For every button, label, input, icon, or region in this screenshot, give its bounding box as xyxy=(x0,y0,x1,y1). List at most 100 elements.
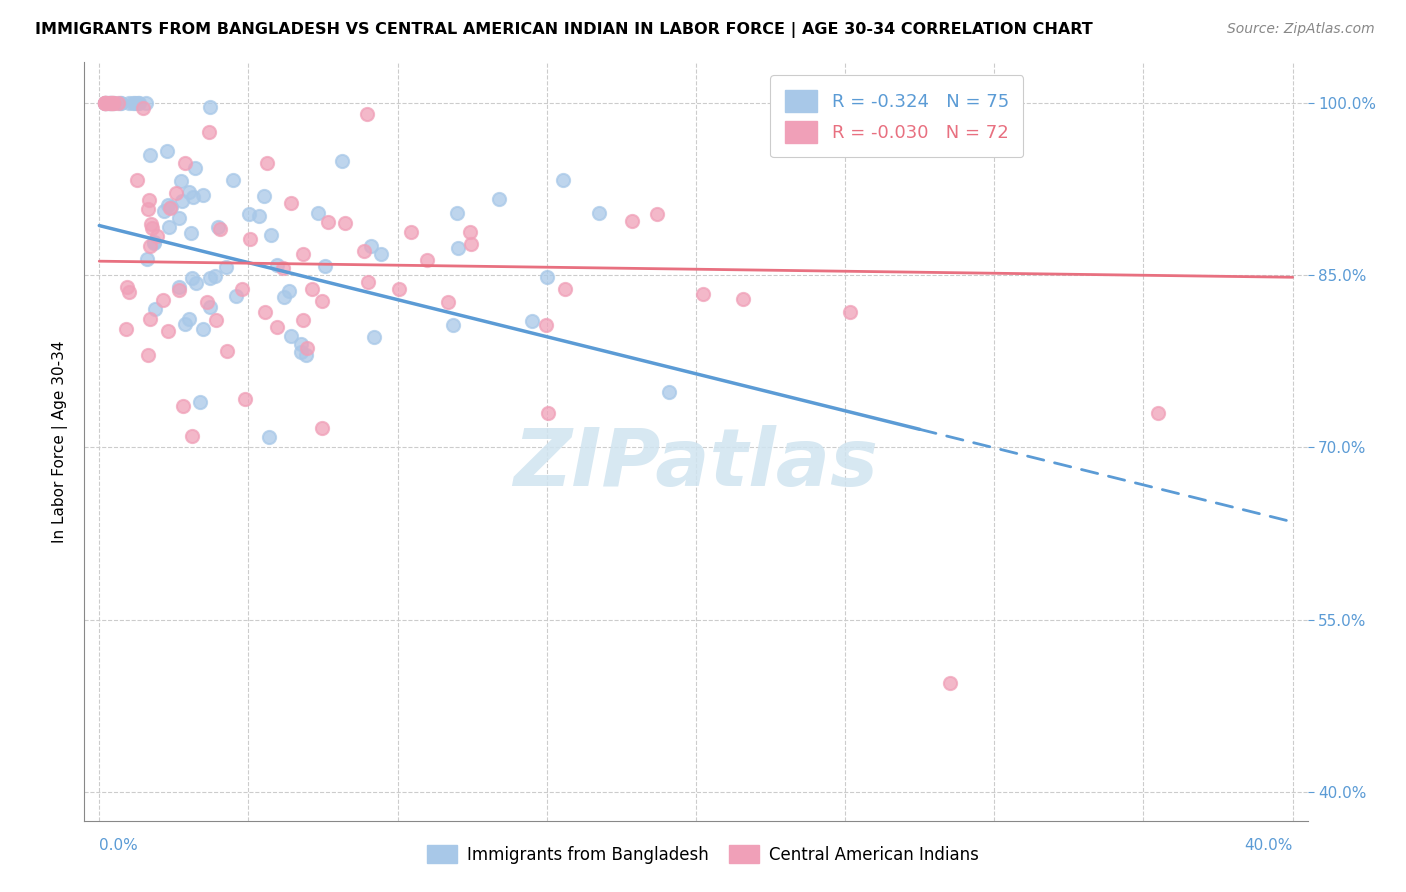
Point xyxy=(143,235,166,250)
Point xyxy=(273,290,295,304)
Point xyxy=(141,221,163,235)
Point xyxy=(222,173,245,187)
Point xyxy=(330,153,353,168)
Point xyxy=(692,287,714,301)
Point xyxy=(447,241,470,255)
Point xyxy=(100,95,122,110)
Point xyxy=(233,392,256,406)
Point xyxy=(153,204,176,219)
Point xyxy=(94,95,117,110)
Point xyxy=(436,294,458,309)
Point xyxy=(254,305,277,319)
Point xyxy=(98,95,121,110)
Point xyxy=(124,95,146,110)
Point xyxy=(181,428,204,442)
Point xyxy=(307,206,329,220)
Point xyxy=(115,322,138,336)
Point xyxy=(295,348,318,362)
Text: 40.0%: 40.0% xyxy=(1244,838,1292,853)
Point xyxy=(184,276,207,290)
Point xyxy=(152,293,174,308)
Point xyxy=(253,188,276,202)
Point xyxy=(658,385,681,400)
Point xyxy=(107,95,129,110)
Point xyxy=(136,348,159,362)
Point xyxy=(259,228,281,243)
Point xyxy=(311,420,333,434)
Point xyxy=(118,95,141,110)
Point xyxy=(277,284,299,298)
Point xyxy=(388,282,411,296)
Point xyxy=(314,259,336,273)
Point xyxy=(271,260,294,275)
Point xyxy=(159,201,181,215)
Point xyxy=(204,268,226,283)
Point xyxy=(177,185,200,199)
Point xyxy=(96,95,118,110)
Point xyxy=(520,314,543,328)
Point xyxy=(167,283,190,297)
Point xyxy=(197,295,219,310)
Point xyxy=(98,95,121,110)
Point xyxy=(588,206,610,220)
Point xyxy=(100,95,122,110)
Point xyxy=(553,173,575,187)
Point xyxy=(363,330,385,344)
Point xyxy=(256,155,278,169)
Point xyxy=(138,193,160,207)
Point xyxy=(198,125,221,139)
Point xyxy=(266,320,288,334)
Point xyxy=(136,202,159,216)
Point xyxy=(157,324,180,338)
Point xyxy=(239,232,262,246)
Point xyxy=(170,174,193,188)
Point xyxy=(157,197,180,211)
Point xyxy=(280,195,302,210)
Point xyxy=(645,207,668,221)
Point xyxy=(460,237,482,252)
Point xyxy=(167,211,190,225)
Point xyxy=(159,200,181,214)
Point xyxy=(205,313,228,327)
Point xyxy=(357,275,380,289)
Point xyxy=(554,282,576,296)
Point xyxy=(94,95,117,110)
Point xyxy=(266,259,288,273)
Point xyxy=(231,282,253,296)
Point xyxy=(167,279,190,293)
Legend: Immigrants from Bangladesh, Central American Indians: Immigrants from Bangladesh, Central Amer… xyxy=(420,838,986,871)
Point xyxy=(103,95,125,110)
Point xyxy=(198,100,221,114)
Text: Source: ZipAtlas.com: Source: ZipAtlas.com xyxy=(1227,22,1375,37)
Point xyxy=(208,222,231,236)
Point xyxy=(290,337,312,351)
Point xyxy=(183,190,205,204)
Y-axis label: In Labor Force | Age 30-34: In Labor Force | Age 30-34 xyxy=(52,340,69,543)
Point xyxy=(360,239,382,253)
Point xyxy=(94,95,117,110)
Point xyxy=(318,215,340,229)
Point xyxy=(180,226,202,240)
Point xyxy=(536,318,558,333)
Point xyxy=(441,318,464,333)
Point xyxy=(225,288,247,302)
Point xyxy=(938,675,960,690)
Point xyxy=(353,244,375,258)
Point xyxy=(621,214,644,228)
Point xyxy=(416,252,439,267)
Point xyxy=(172,194,194,208)
Point xyxy=(537,406,560,420)
Point xyxy=(198,271,221,285)
Point xyxy=(207,220,229,235)
Point xyxy=(311,294,333,309)
Point xyxy=(458,225,481,239)
Point xyxy=(94,95,117,110)
Point xyxy=(215,344,238,359)
Point xyxy=(103,95,125,110)
Point xyxy=(110,95,132,110)
Point xyxy=(101,95,124,110)
Legend: R = -0.324   N = 75, R = -0.030   N = 72: R = -0.324 N = 75, R = -0.030 N = 72 xyxy=(770,75,1024,157)
Point xyxy=(183,161,205,175)
Point xyxy=(146,228,169,243)
Point xyxy=(295,341,318,355)
